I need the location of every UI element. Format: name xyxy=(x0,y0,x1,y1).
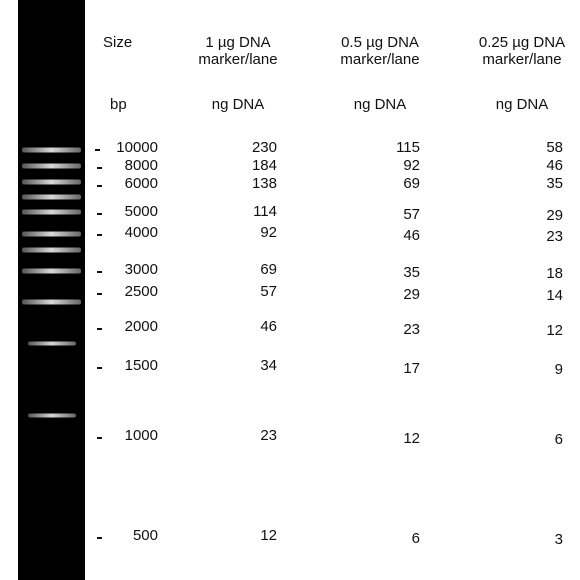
gel-band xyxy=(22,300,81,305)
ng-amount: 14 xyxy=(546,287,563,304)
gel-band xyxy=(28,414,76,418)
row-dash xyxy=(97,437,102,439)
ng-amount: 17 xyxy=(403,360,420,377)
ng-amount: 138 xyxy=(252,175,277,192)
ng-amount: 92 xyxy=(260,224,277,241)
row-dash xyxy=(97,537,102,539)
size-bp: 10000 xyxy=(116,139,158,156)
ng-amount: 92 xyxy=(403,157,420,174)
column-header: 0.25 µg DNA marker/lane xyxy=(470,34,574,68)
gel-band xyxy=(22,164,81,169)
ng-amount: 12 xyxy=(403,430,420,447)
gel-lane xyxy=(18,0,85,580)
unit-label: bp xyxy=(110,96,127,113)
column-header: 0.5 µg DNA marker/lane xyxy=(328,34,432,68)
size-bp: 2500 xyxy=(125,283,158,300)
ng-amount: 46 xyxy=(403,227,420,244)
ng-amount: 23 xyxy=(260,427,277,444)
unit-label: ng DNA xyxy=(354,96,407,113)
ng-amount: 23 xyxy=(546,228,563,245)
gel-band xyxy=(22,269,81,274)
ng-amount: 46 xyxy=(260,318,277,335)
gel-band xyxy=(22,210,81,215)
gel-band xyxy=(22,195,81,200)
ng-amount: 9 xyxy=(555,361,563,378)
row-dash xyxy=(95,149,100,151)
size-bp: 8000 xyxy=(125,157,158,174)
size-bp: 3000 xyxy=(125,261,158,278)
ng-amount: 6 xyxy=(555,431,563,448)
size-bp: 5000 xyxy=(125,203,158,220)
ng-amount: 46 xyxy=(546,157,563,174)
row-dash xyxy=(97,234,102,236)
row-dash xyxy=(97,293,102,295)
row-dash xyxy=(97,213,102,215)
row-dash xyxy=(97,167,102,169)
unit-label: ng DNA xyxy=(212,96,265,113)
ng-amount: 23 xyxy=(403,321,420,338)
ng-amount: 69 xyxy=(260,261,277,278)
ng-amount: 57 xyxy=(260,283,277,300)
size-bp: 1000 xyxy=(125,427,158,444)
ng-amount: 35 xyxy=(546,175,563,192)
ng-amount: 114 xyxy=(253,203,277,220)
size-bp: 6000 xyxy=(125,175,158,192)
gel-band xyxy=(22,148,81,153)
ng-amount: 29 xyxy=(546,207,563,224)
size-bp: 2000 xyxy=(125,318,158,335)
ng-amount: 6 xyxy=(412,530,420,547)
row-dash xyxy=(97,328,102,330)
row-dash xyxy=(97,271,102,273)
gel-band xyxy=(22,232,81,237)
ladder-sheet: Size 1 µg DNA marker/lane 0.5 µg DNA marke… xyxy=(0,0,580,580)
row-dash xyxy=(97,185,102,187)
gel-band xyxy=(22,248,81,253)
ng-amount: 69 xyxy=(403,175,420,192)
ng-amount: 3 xyxy=(555,531,563,548)
size-bp: 4000 xyxy=(125,224,158,241)
column-header: Size xyxy=(103,34,132,51)
ng-amount: 230 xyxy=(252,139,277,156)
ng-amount: 18 xyxy=(546,265,563,282)
size-bp: 500 xyxy=(133,527,158,544)
size-bp: 1500 xyxy=(125,357,158,374)
ng-amount: 35 xyxy=(403,264,420,281)
row-dash xyxy=(97,367,102,369)
gel-band xyxy=(28,342,76,346)
ng-amount: 12 xyxy=(260,527,277,544)
ng-amount: 12 xyxy=(546,322,563,339)
column-header: 1 µg DNA marker/lane xyxy=(186,34,290,68)
gel-band xyxy=(22,180,81,185)
unit-label: ng DNA xyxy=(496,96,549,113)
ng-amount: 57 xyxy=(403,206,420,223)
ng-amount: 58 xyxy=(546,139,563,156)
ng-amount: 184 xyxy=(252,157,277,174)
ng-amount: 115 xyxy=(396,139,420,156)
ng-amount: 34 xyxy=(260,357,277,374)
ng-amount: 29 xyxy=(403,286,420,303)
